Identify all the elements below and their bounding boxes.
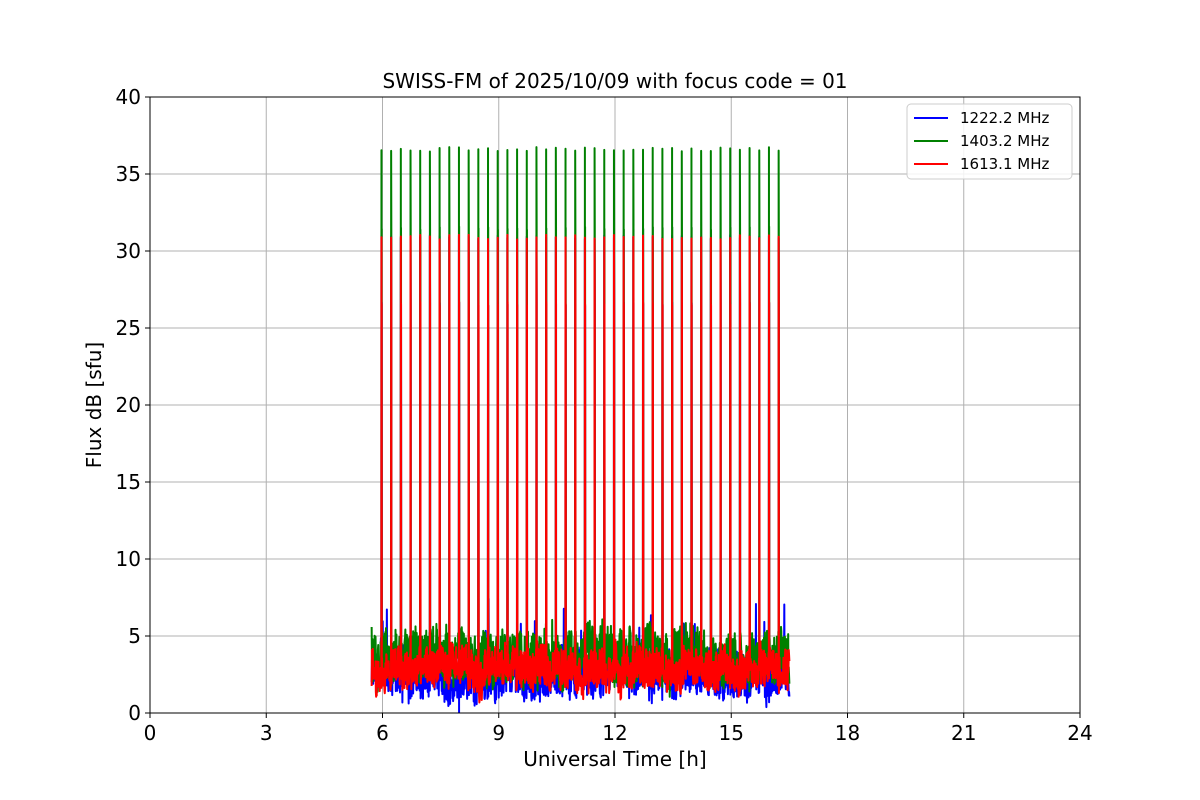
plot-series bbox=[370, 146, 791, 714]
x-tick-label: 6 bbox=[376, 721, 389, 745]
x-tick-label: 15 bbox=[719, 721, 744, 745]
series-line-1613-1-mhz bbox=[370, 233, 791, 704]
axis-ticks: 0 3 6 9 12 15 18 21 24 0 5 10 15 20 25 30 35 40 bbox=[116, 85, 1093, 745]
y-tick-label: 20 bbox=[116, 393, 141, 417]
y-tick-label: 35 bbox=[116, 162, 141, 186]
x-tick-label: 9 bbox=[492, 721, 505, 745]
x-tick-label: 0 bbox=[144, 721, 157, 745]
y-tick-label: 15 bbox=[116, 470, 141, 494]
legend: 1222.2 MHz 1403.2 MHz 1613.1 MHz bbox=[906, 103, 1073, 180]
y-tick-label: 25 bbox=[116, 316, 141, 340]
x-tick-label: 24 bbox=[1067, 721, 1092, 745]
chart-title: SWISS-FM of 2025/10/09 with focus code =… bbox=[382, 69, 847, 93]
y-tick-label: 10 bbox=[116, 547, 141, 571]
x-tick-label: 18 bbox=[835, 721, 860, 745]
x-tick-label: 12 bbox=[602, 721, 627, 745]
legend-label: 1403.2 MHz bbox=[960, 132, 1049, 150]
legend-label: 1222.2 MHz bbox=[960, 109, 1049, 127]
x-tick-label: 3 bbox=[260, 721, 273, 745]
y-tick-label: 30 bbox=[116, 239, 141, 263]
y-tick-label: 0 bbox=[128, 701, 141, 725]
legend-label: 1613.1 MHz bbox=[960, 155, 1049, 173]
y-tick-label: 40 bbox=[116, 85, 141, 109]
legend-box bbox=[906, 103, 1073, 180]
x-tick-label: 21 bbox=[951, 721, 976, 745]
x-axis-label: Universal Time [h] bbox=[523, 747, 706, 771]
y-tick-label: 5 bbox=[128, 624, 141, 648]
y-axis-label: Flux dB [sfu] bbox=[82, 342, 106, 468]
